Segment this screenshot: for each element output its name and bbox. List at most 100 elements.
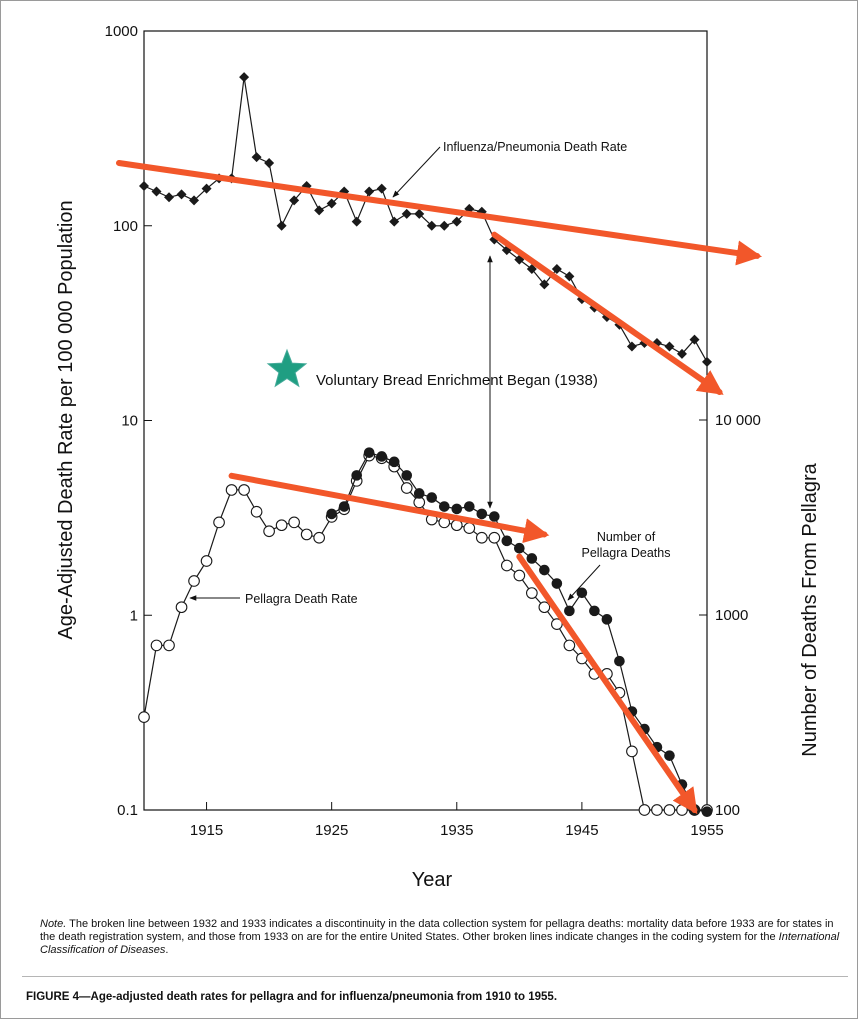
- data-point-pellagra-rate: [488, 531, 501, 544]
- data-point-influenza-pneumonia: [426, 220, 437, 231]
- data-point-pellagra-deaths: [438, 501, 450, 512]
- note-label: Note.: [40, 918, 67, 930]
- data-point-pellagra-rate: [163, 639, 175, 652]
- data-point-pellagra-rate: [538, 601, 551, 614]
- data-point-influenza-pneumonia: [176, 189, 187, 200]
- data-point-influenza-pneumonia: [201, 183, 212, 194]
- y-right-tick-label: 1000: [715, 607, 748, 624]
- data-point-pellagra-rate: [263, 525, 275, 538]
- data-point-influenza-pneumonia: [239, 72, 250, 83]
- x-tick-label: 1955: [690, 822, 723, 839]
- data-point-influenza-pneumonia: [664, 341, 675, 352]
- data-point-influenza-pneumonia: [626, 341, 637, 352]
- trend-arrow: [115, 159, 763, 266]
- data-point-influenza-pneumonia: [164, 192, 175, 203]
- data-point-influenza-pneumonia: [389, 216, 400, 227]
- star-icon: [266, 348, 308, 388]
- data-point-influenza-pneumonia: [676, 348, 687, 359]
- data-point-pellagra-rate: [563, 639, 576, 652]
- data-point-pellagra-deaths: [514, 542, 525, 554]
- trend-arrow: [491, 231, 724, 396]
- data-point-pellagra-rate: [238, 484, 250, 496]
- annotation-label: Pellagra Death Rate: [245, 592, 358, 606]
- data-point-pellagra-deaths: [388, 456, 400, 468]
- data-point-influenza-pneumonia: [689, 334, 700, 345]
- data-point-pellagra-rate: [138, 711, 150, 723]
- y-left-tick-label: 1000: [105, 23, 138, 40]
- data-point-pellagra-rate: [400, 482, 413, 494]
- data-point-pellagra-deaths: [363, 447, 375, 458]
- data-point-influenza-pneumonia: [564, 271, 575, 282]
- data-point-pellagra-rate: [525, 587, 538, 599]
- y-left-tick-label: 100: [113, 218, 138, 235]
- y-left-tick-label: 10: [121, 413, 138, 430]
- divider: [22, 976, 848, 977]
- data-point-pellagra-rate: [213, 516, 225, 529]
- data-point-influenza-pneumonia: [702, 356, 712, 367]
- annotation-label: Influenza/Pneumonia Death Rate: [443, 140, 627, 154]
- x-tick-label: 1915: [190, 822, 223, 839]
- data-point-pellagra-rate: [313, 531, 326, 544]
- data-point-influenza-pneumonia: [376, 183, 387, 194]
- data-point-pellagra-deaths: [463, 501, 475, 512]
- data-point-pellagra-rate: [638, 804, 651, 816]
- data-point-influenza-pneumonia: [276, 220, 287, 231]
- data-point-influenza-pneumonia: [401, 208, 412, 219]
- data-point-influenza-pneumonia: [326, 198, 337, 209]
- annotation-label: Voluntary Bread Enrichment Began (1938): [316, 372, 598, 389]
- data-point-pellagra-rate: [663, 804, 676, 816]
- chart: 1000 100 10 1 0.1 10 000 1000 100 1915 1925 1935 19…: [55, 23, 821, 891]
- y-left-tick-label: 0.1: [117, 802, 138, 819]
- data-point-pellagra-deaths: [376, 451, 388, 462]
- data-point-influenza-pneumonia: [139, 180, 149, 191]
- y-axis-left-label: Age-Adjusted Death Rate per 100 000 Popu…: [55, 200, 77, 639]
- data-point-pellagra-rate: [300, 528, 313, 541]
- data-point-pellagra-deaths: [451, 503, 463, 515]
- x-tick-label: 1945: [565, 822, 598, 839]
- data-point-pellagra-deaths: [701, 806, 713, 818]
- trend-arrow: [228, 472, 550, 544]
- data-point-pellagra-deaths: [426, 492, 438, 503]
- figure-caption: FIGURE 4—Age-adjusted death rates for pe…: [26, 991, 558, 1003]
- y-right-tick-label: 10 000: [715, 412, 761, 429]
- data-point-pellagra-rate: [463, 522, 476, 535]
- data-point-pellagra-deaths: [564, 605, 575, 617]
- note-text-before: The broken line between 1932 and 1933 in…: [40, 918, 834, 943]
- data-point-pellagra-deaths: [664, 750, 675, 761]
- data-point-pellagra-rate: [475, 531, 488, 544]
- data-point-pellagra-rate: [200, 555, 213, 567]
- data-point-pellagra-deaths: [539, 564, 550, 576]
- x-axis-label: Year: [412, 869, 453, 891]
- data-point-pellagra-rate: [626, 745, 638, 758]
- note: Note. The broken line between 1932 and 1…: [40, 918, 840, 957]
- series-line-influenza-pneumonia: [143, 77, 708, 363]
- data-point-influenza-pneumonia: [439, 220, 450, 231]
- data-point-influenza-pneumonia: [251, 152, 262, 163]
- plot-area: 1000 100 10 1 0.1 10 000 1000 100 1915 1925 1935 19…: [105, 23, 763, 839]
- data-point-pellagra-rate: [500, 559, 513, 572]
- data-point-pellagra-deaths: [413, 488, 425, 499]
- data-point-influenza-pneumonia: [526, 263, 537, 274]
- data-point-influenza-pneumonia: [264, 157, 275, 168]
- data-point-pellagra-deaths: [401, 470, 413, 481]
- pointer-arrow: [567, 564, 601, 601]
- data-point-pellagra-rate: [188, 575, 200, 587]
- annotation-label: Number of: [597, 530, 656, 544]
- series-line-pellagra-rate: [143, 454, 707, 811]
- data-point-pellagra-deaths: [614, 655, 625, 667]
- data-point-pellagra-deaths: [576, 587, 588, 599]
- data-point-influenza-pneumonia: [151, 186, 162, 197]
- note-text-after: .: [165, 944, 169, 956]
- data-point-pellagra-rate: [150, 639, 163, 652]
- data-point-influenza-pneumonia: [539, 279, 550, 290]
- data-point-influenza-pneumonia: [189, 195, 200, 206]
- data-point-influenza-pneumonia: [364, 186, 375, 197]
- x-tick-label: 1925: [315, 822, 348, 839]
- data-point-influenza-pneumonia: [289, 195, 300, 206]
- data-point-pellagra-rate: [551, 618, 563, 631]
- data-point-pellagra-rate: [513, 569, 526, 582]
- y-right-tick-label: 100: [715, 802, 740, 819]
- data-point-pellagra-rate: [676, 804, 688, 816]
- data-point-influenza-pneumonia: [314, 205, 325, 216]
- data-point-pellagra-rate: [288, 516, 300, 529]
